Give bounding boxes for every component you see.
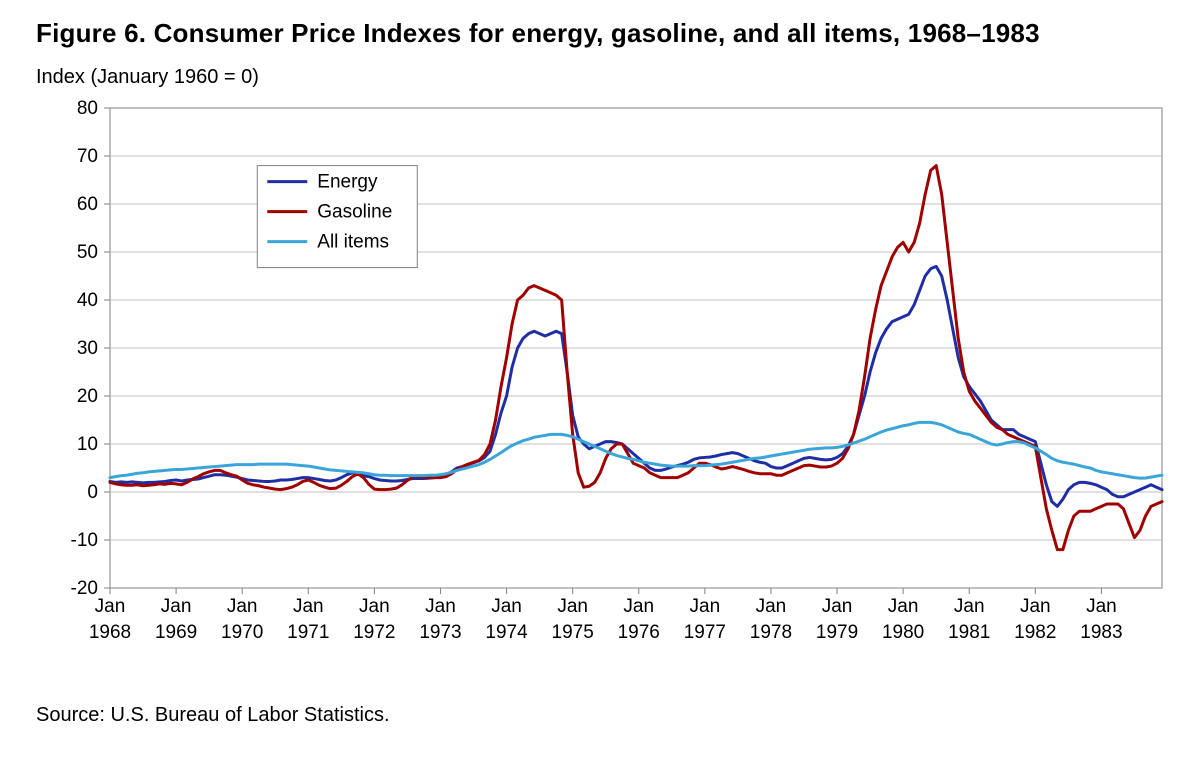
source-text: Source: U.S. Bureau of Labor Statistics. <box>36 704 390 727</box>
x-tick-label-month: Jan <box>623 596 654 617</box>
x-tick-label-year: 1971 <box>287 622 329 643</box>
chart-title: Figure 6. Consumer Price Indexes for ene… <box>36 18 1040 49</box>
x-tick-label-year: 1972 <box>353 622 395 643</box>
x-tick-label-month: Jan <box>425 596 456 617</box>
x-tick-label-year: 1981 <box>948 622 990 643</box>
x-tick-label-year: 1982 <box>1014 622 1056 643</box>
y-tick-label: 40 <box>77 290 98 311</box>
x-tick-label-month: Jan <box>227 596 258 617</box>
line-chart-svg: -20-1001020304050607080Jan1968Jan1969Jan… <box>36 100 1176 660</box>
legend-label: Gasoline <box>317 202 392 223</box>
legend-label: Energy <box>317 172 378 193</box>
plot-area: -20-1001020304050607080Jan1968Jan1969Jan… <box>36 100 1176 660</box>
x-tick-label-month: Jan <box>822 596 853 617</box>
y-tick-label: 20 <box>77 386 98 407</box>
x-tick-label-month: Jan <box>1020 596 1051 617</box>
legend-label: All items <box>317 232 389 253</box>
y-tick-label: 10 <box>77 434 98 455</box>
x-tick-label-year: 1973 <box>419 622 461 643</box>
x-tick-label-month: Jan <box>1086 596 1117 617</box>
x-tick-label-year: 1980 <box>882 622 924 643</box>
y-tick-label: 30 <box>77 338 98 359</box>
x-tick-label-year: 1978 <box>750 622 792 643</box>
x-tick-label-month: Jan <box>293 596 324 617</box>
y-tick-label: 70 <box>77 146 98 167</box>
x-tick-label-month: Jan <box>491 596 522 617</box>
x-tick-label-month: Jan <box>954 596 985 617</box>
x-tick-label-month: Jan <box>557 596 588 617</box>
y-tick-label: 60 <box>77 194 98 215</box>
x-tick-label-year: 1974 <box>485 622 528 643</box>
x-tick-label-year: 1976 <box>618 622 660 643</box>
x-tick-label-month: Jan <box>161 596 192 617</box>
x-tick-label-month: Jan <box>690 596 721 617</box>
y-tick-label: 50 <box>77 242 98 263</box>
series-energy <box>110 266 1162 506</box>
x-tick-label-month: Jan <box>756 596 787 617</box>
x-tick-label-month: Jan <box>359 596 390 617</box>
y-tick-label: -10 <box>71 530 98 551</box>
x-tick-label-year: 1969 <box>155 622 197 643</box>
x-tick-label-year: 1977 <box>684 622 726 643</box>
y-tick-label: 80 <box>77 100 98 119</box>
y-axis-description: Index (January 1960 = 0) <box>36 66 259 89</box>
x-tick-label-year: 1975 <box>552 622 594 643</box>
x-tick-label-year: 1979 <box>816 622 858 643</box>
x-tick-label-month: Jan <box>95 596 126 617</box>
x-tick-label-year: 1983 <box>1080 622 1122 643</box>
y-tick-label: 0 <box>87 482 98 503</box>
x-tick-label-year: 1968 <box>89 622 131 643</box>
chart-frame: Figure 6. Consumer Price Indexes for ene… <box>0 0 1200 761</box>
x-tick-label-year: 1970 <box>221 622 263 643</box>
x-tick-label-month: Jan <box>888 596 919 617</box>
